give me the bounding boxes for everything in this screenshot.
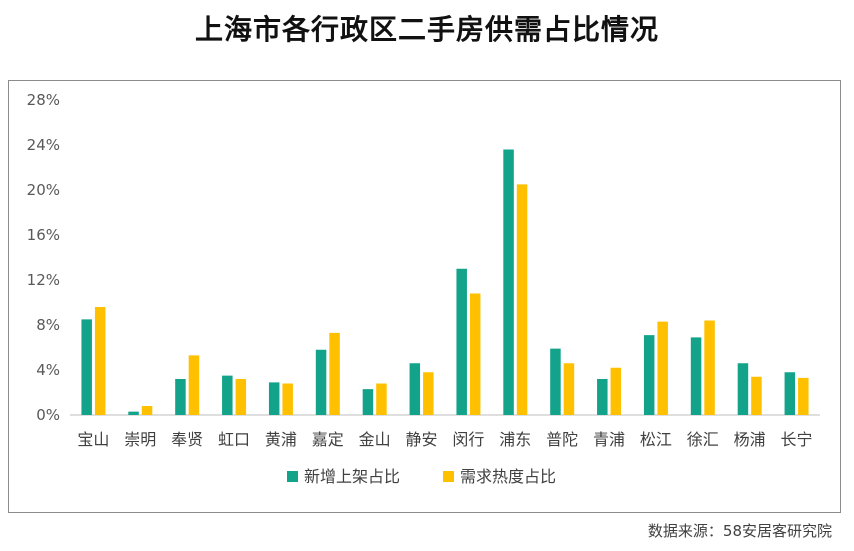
- x-tick-label: 金山: [359, 430, 391, 449]
- y-tick-label: 20%: [27, 181, 60, 199]
- y-tick-label: 24%: [27, 136, 60, 154]
- bar-new-listing: [643, 335, 655, 415]
- x-tick-label: 黄浦: [265, 430, 297, 449]
- bar-new-listing: [784, 372, 796, 415]
- x-tick-label: 嘉定: [312, 430, 344, 449]
- y-tick-label: 16%: [27, 226, 60, 244]
- bar-demand: [516, 184, 528, 415]
- x-tick-label: 奉贤: [171, 430, 203, 449]
- bar-new-listing: [128, 411, 139, 415]
- bar-demand: [563, 363, 575, 415]
- bar-demand: [704, 320, 715, 415]
- bar-new-listing: [503, 149, 514, 415]
- bar-demand: [141, 406, 153, 415]
- x-tick-label: 松江: [640, 430, 672, 449]
- y-tick-label: 8%: [36, 316, 60, 334]
- bar-new-listing: [362, 389, 374, 415]
- legend-swatch-demand: [443, 471, 454, 482]
- bar-demand: [798, 377, 809, 415]
- x-tick-label: 青浦: [593, 430, 625, 449]
- bar-demand: [235, 379, 247, 415]
- data-source: 数据来源：58安居客研究院: [647, 522, 832, 540]
- bar-new-listing: [409, 363, 421, 415]
- bar-new-listing: [550, 348, 561, 415]
- x-tick-label: 普陀: [546, 430, 578, 449]
- bar-new-listing: [222, 375, 233, 415]
- bar-demand: [657, 321, 668, 415]
- y-tick-label: 28%: [27, 91, 60, 109]
- bar-demand: [282, 383, 293, 415]
- bar-demand: [751, 376, 762, 415]
- bar-new-listing: [690, 337, 702, 415]
- legend-swatch-new-listing: [287, 471, 298, 482]
- bar-new-listing: [268, 382, 280, 415]
- y-tick-label: 4%: [36, 361, 60, 379]
- legend-label-demand: 需求热度占比: [460, 467, 556, 486]
- y-tick-label: 12%: [27, 271, 60, 289]
- x-tick-label: 浦东: [499, 430, 531, 449]
- x-tick-label: 静安: [406, 430, 438, 449]
- bar-new-listing: [737, 363, 749, 415]
- bar-demand: [94, 307, 106, 415]
- x-tick-label: 崇明: [124, 430, 156, 449]
- bar-demand: [469, 293, 481, 415]
- bar-demand: [376, 383, 387, 415]
- bar-new-listing: [456, 268, 467, 415]
- x-tick-label: 闵行: [452, 430, 484, 449]
- x-tick-label: 长宁: [781, 430, 813, 449]
- chart-title: 上海市各行政区二手房供需占比情况: [194, 13, 659, 46]
- chart-frame: [8, 80, 841, 513]
- bar-new-listing: [315, 349, 327, 415]
- x-tick-label: 杨浦: [734, 430, 766, 449]
- bar-demand: [610, 367, 622, 415]
- bar-new-listing: [81, 319, 92, 415]
- legend-label-new-listing: 新增上架占比: [304, 467, 400, 486]
- x-tick-label: 宝山: [77, 430, 109, 449]
- bar-demand: [329, 332, 340, 415]
- bar-demand: [423, 372, 434, 415]
- bar-new-listing: [175, 379, 186, 415]
- x-tick-label: 虹口: [218, 430, 250, 449]
- bar-new-listing: [597, 379, 608, 415]
- y-tick-label: 0%: [36, 406, 60, 424]
- bar-demand: [188, 355, 200, 415]
- x-tick-label: 徐汇: [687, 430, 719, 449]
